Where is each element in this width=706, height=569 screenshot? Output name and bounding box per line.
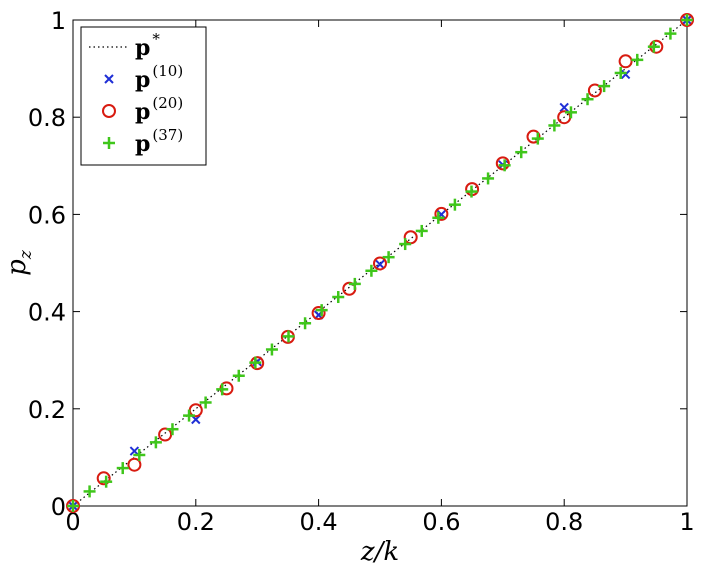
point-p-37 — [415, 224, 428, 237]
x-tick-label: 0.8 — [545, 508, 583, 536]
data-marks — [66, 13, 694, 513]
point-p-37 — [399, 238, 412, 251]
point-p-37 — [531, 132, 544, 145]
legend-label-p-37: p (37) — [135, 126, 183, 157]
legend-label-p-10: p (10) — [135, 62, 183, 93]
y-tick-label: 0 — [51, 493, 66, 521]
point-p-37 — [249, 356, 262, 369]
point-p-20 — [434, 206, 449, 221]
point-p-37 — [183, 409, 196, 422]
legend-swatch-p-37 — [103, 137, 115, 149]
point-p-37 — [232, 369, 245, 382]
point-p-37 — [365, 264, 378, 277]
point-p-20 — [311, 306, 326, 321]
point-p-20 — [158, 427, 173, 442]
y-tick-label: 0.8 — [28, 104, 66, 132]
y-tick-label: 1 — [51, 7, 66, 35]
point-p-37 — [647, 40, 660, 53]
x-tick-label: 0.4 — [300, 508, 338, 536]
point-p-37 — [681, 14, 693, 26]
axis-tick-labels: 0 0.2 0.4 0.6 0.8 1 0 0.2 0.4 0.6 0.8 1 — [28, 7, 695, 536]
point-p-37 — [631, 53, 644, 66]
point-p-20 — [127, 457, 142, 472]
point-p-37 — [100, 475, 113, 488]
legend-swatch-p-20 — [102, 104, 116, 118]
y-tick-label: 0.6 — [28, 201, 66, 229]
point-p-37 — [332, 291, 345, 304]
point-p-37 — [448, 198, 461, 211]
point-p-37 — [432, 211, 445, 224]
x-stroke — [129, 446, 140, 456]
point-p-37 — [83, 485, 96, 498]
point-p-37 — [664, 27, 677, 40]
point-p-20 — [618, 54, 633, 69]
point-p-37 — [133, 448, 146, 461]
point-p-20 — [373, 256, 387, 271]
point-p-37 — [315, 304, 328, 317]
point-p-37 — [548, 119, 561, 132]
point-p-37 — [348, 277, 361, 290]
point-p-37 — [299, 317, 312, 330]
x-tick-label: 1 — [679, 508, 694, 536]
legend-label-p: p * — [135, 30, 160, 61]
series-line-p — [72, 19, 688, 507]
x-stroke — [375, 259, 385, 270]
point-p-37 — [581, 93, 594, 106]
x-stroke — [559, 102, 569, 113]
point-p-37 — [265, 343, 278, 356]
point-p-37 — [564, 106, 577, 119]
legend-swatch-p-10 — [104, 74, 114, 84]
x-stroke — [104, 74, 114, 84]
point-p-37 — [614, 66, 627, 79]
x-tick-label: 0 — [65, 508, 80, 536]
point-p-37 — [515, 146, 528, 159]
x-stroke — [620, 69, 631, 80]
point-p-10 — [375, 259, 385, 270]
point-p-37 — [482, 172, 495, 185]
x-axis-label: z/k — [360, 537, 399, 567]
point-p-20 — [526, 129, 541, 144]
point-p-37 — [166, 423, 179, 436]
point-p-37 — [199, 396, 212, 409]
point-p-20 — [587, 83, 602, 98]
legend: p *p (10)p (20)p (37) — [80, 26, 207, 166]
point-p-37 — [465, 185, 478, 198]
point-p-20 — [96, 471, 111, 486]
point-p-37 — [67, 500, 79, 512]
point-p-37 — [149, 436, 162, 449]
x-tick-label: 0.6 — [422, 508, 460, 536]
y-axis-label: pz — [2, 249, 36, 276]
point-p-37 — [598, 80, 611, 93]
x-tick-label: 0.2 — [177, 508, 215, 536]
point-p-37 — [282, 330, 295, 343]
point-p-10 — [559, 102, 569, 113]
point-p-37 — [498, 159, 511, 172]
point-p-37 — [382, 251, 395, 264]
point-p-20 — [495, 156, 510, 171]
point-p-37 — [216, 383, 229, 396]
x-stroke — [191, 414, 201, 425]
legend-label-p-20: p (20) — [135, 94, 183, 125]
legend-box — [80, 26, 207, 166]
y-tick-label: 0.4 — [28, 299, 66, 327]
y-tick-label: 0.2 — [28, 396, 66, 424]
point-p-37 — [116, 462, 129, 475]
